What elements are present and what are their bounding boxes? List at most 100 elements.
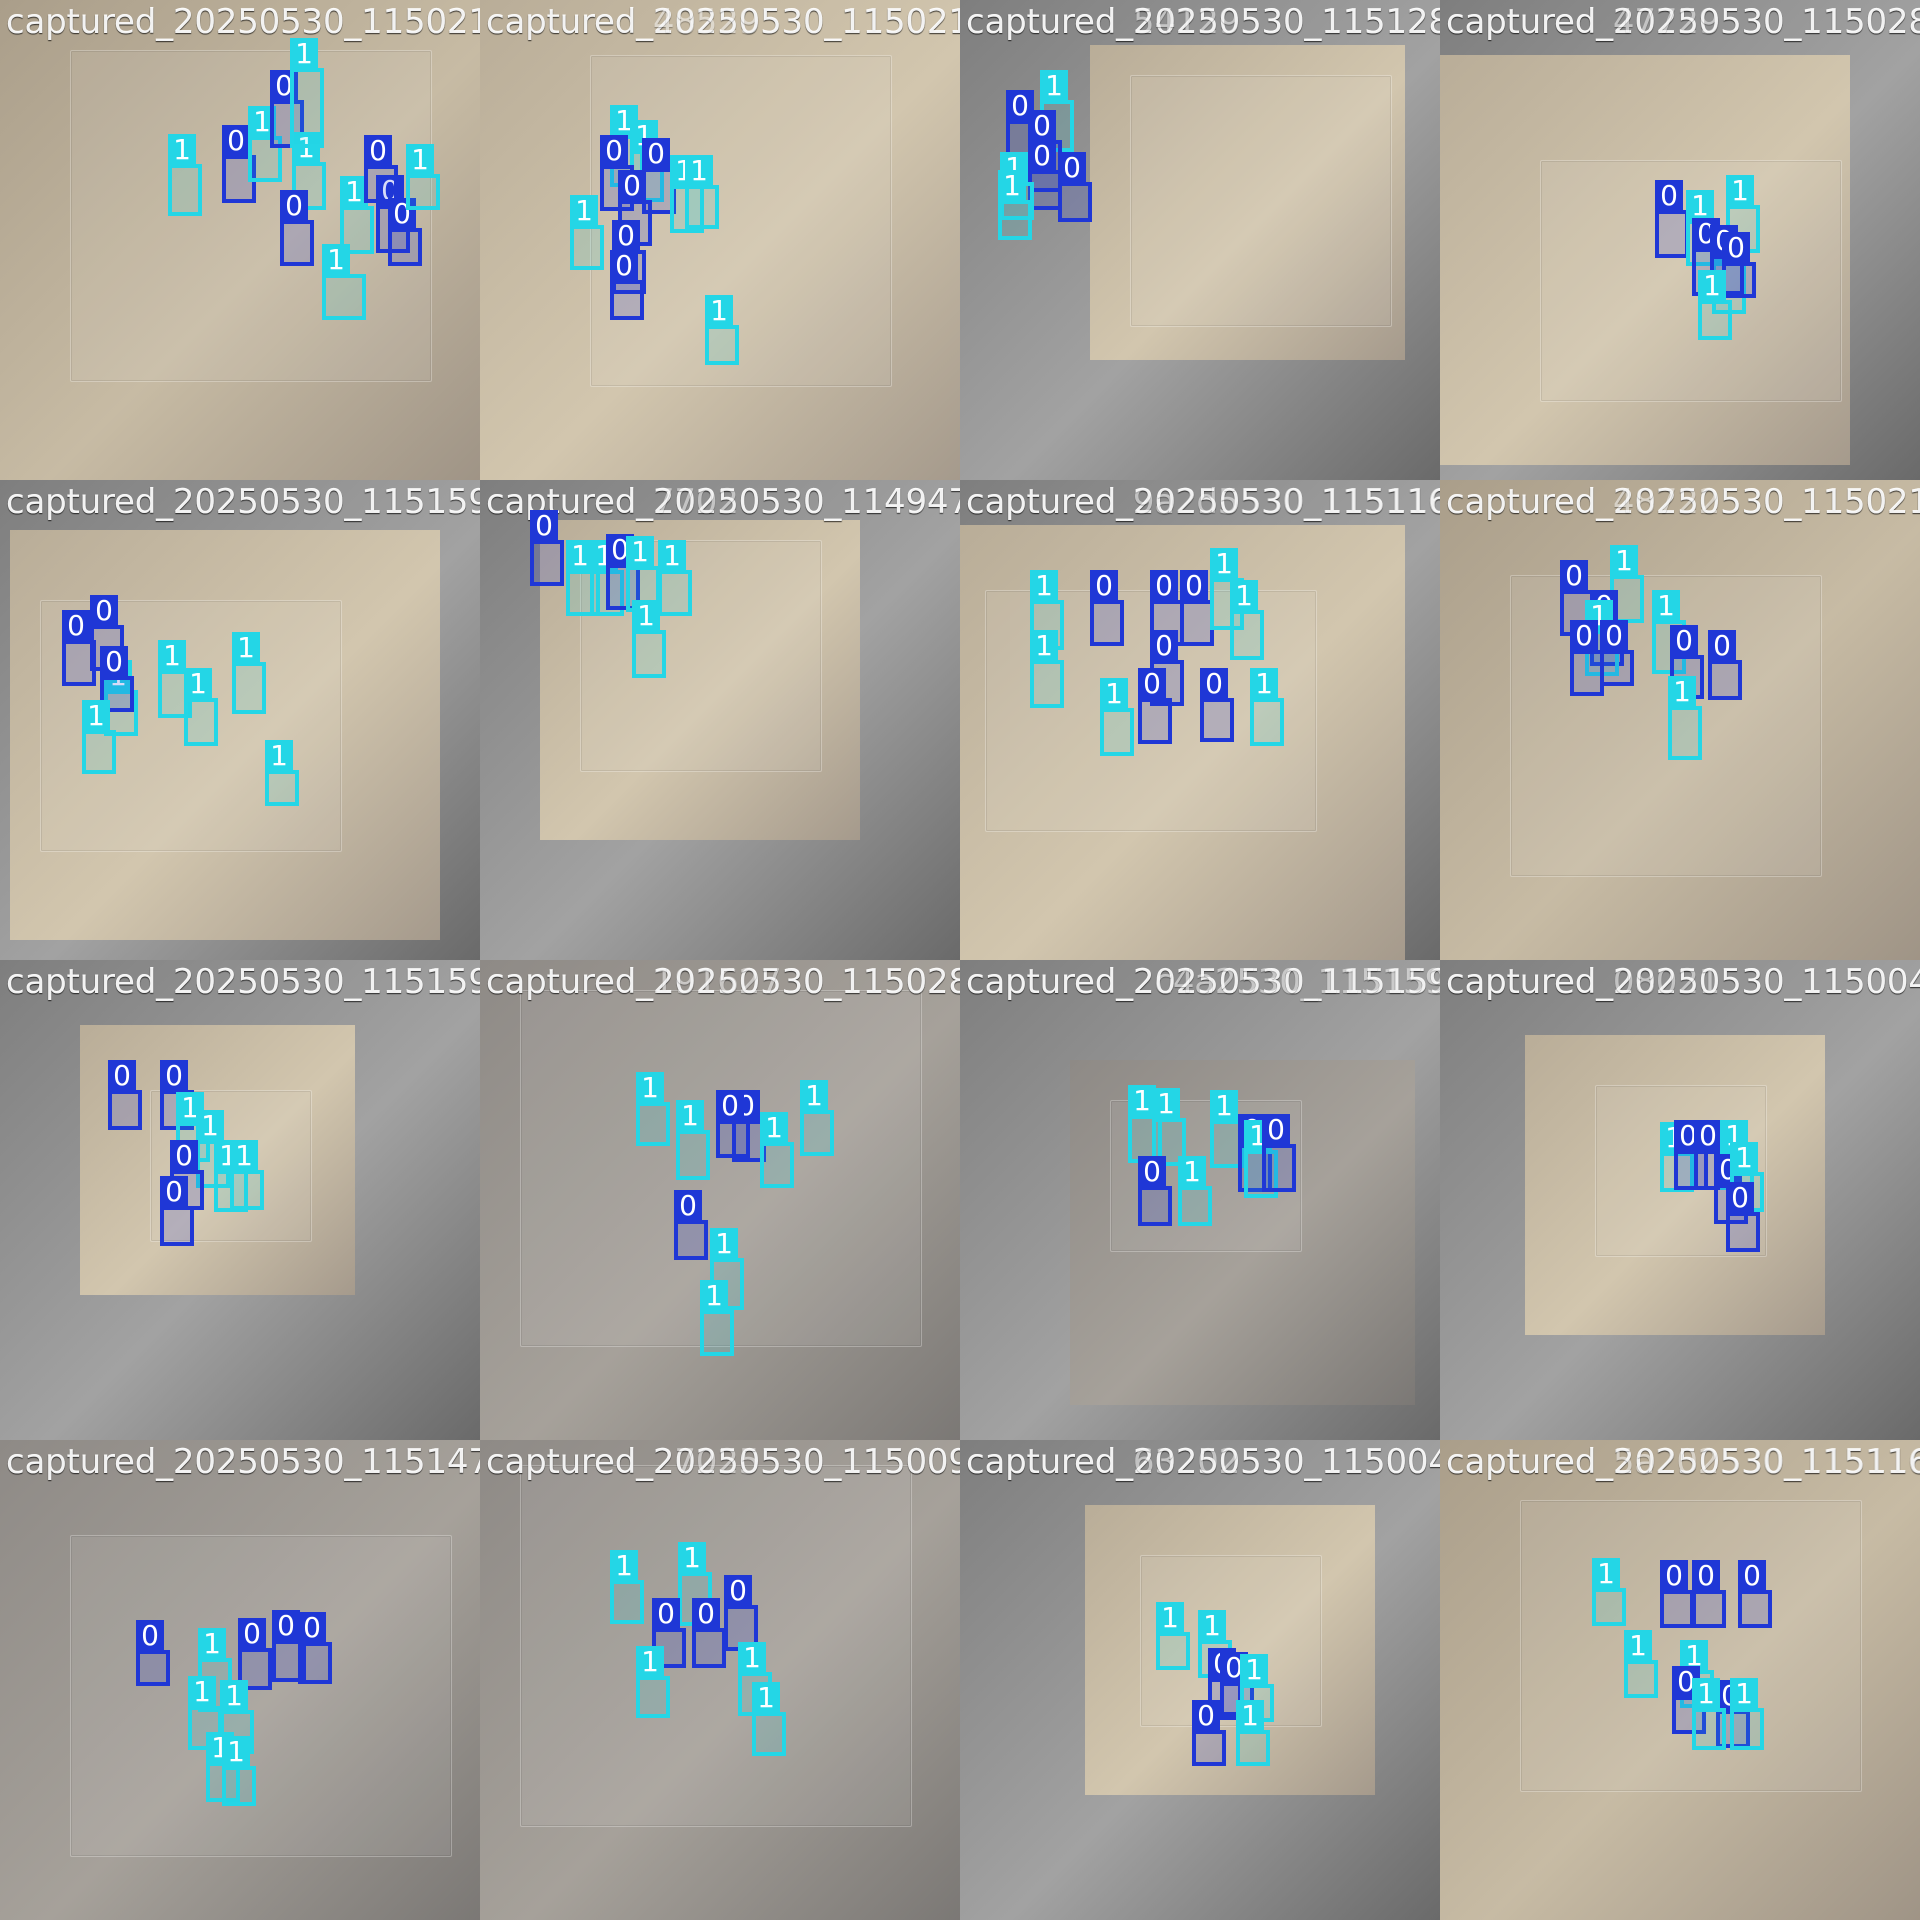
image-tile-4-photo: [1440, 55, 1850, 465]
detection-label: 1: [1610, 545, 1638, 577]
detection-box: 0: [1660, 1560, 1694, 1628]
detection-label: 0: [1150, 570, 1178, 602]
image-tile-2: captured_20250530_115021 captured_485295…: [480, 0, 960, 480]
image-tile-6: captured_20250530_114947 captured_770205…: [480, 480, 960, 960]
image-tile-16: captured_20250530_115116 captured_5a2025…: [1440, 1440, 1920, 1920]
detection-label: 1: [636, 1646, 664, 1678]
detection-box: 1: [1592, 1558, 1626, 1626]
detection-label: 0: [1180, 570, 1208, 602]
detection-label: 1: [230, 1140, 258, 1172]
detection-label: 1: [678, 1542, 706, 1574]
image-tile-8: captured_20250530_115021 captured_487225…: [1440, 480, 1920, 960]
detection-label: 0: [1738, 1560, 1766, 1592]
detection-box: 1: [752, 1682, 786, 1756]
detection-label: 1: [1250, 668, 1278, 700]
detection-box: 0: [136, 1620, 170, 1686]
detection-box: 1: [322, 244, 366, 320]
image-tile-13-container: [70, 1535, 452, 1857]
detection-label: 1: [636, 1072, 664, 1104]
detection-box: 1: [685, 155, 719, 229]
detection-label: 0: [1560, 560, 1588, 592]
detection-label: 1: [1230, 580, 1258, 612]
detection-box: 0: [62, 610, 96, 686]
detection-label: 0: [62, 610, 90, 642]
detection-label: 0: [600, 135, 628, 167]
detection-box: 1: [636, 1646, 670, 1718]
detection-box: 0: [652, 1598, 686, 1668]
detection-box: 0: [1192, 1700, 1226, 1766]
image-tile-3-photo: [1090, 45, 1405, 360]
detection-label: 0: [1028, 110, 1056, 142]
detection-label: 0: [136, 1620, 164, 1652]
detection-box: 1: [184, 668, 218, 746]
detection-label: 0: [1192, 1700, 1220, 1732]
image-tile-1-photo: [0, 0, 480, 480]
detection-box: 1: [232, 632, 266, 714]
detection-label: 0: [280, 190, 308, 222]
detection-label: 1: [1698, 270, 1726, 302]
detection-label: 1: [1236, 1700, 1264, 1732]
detection-label: 1: [1624, 1630, 1652, 1662]
detection-box: 1: [1668, 676, 1702, 760]
detection-label: 0: [388, 198, 416, 230]
detection-box: 1: [82, 700, 116, 774]
detection-label: 1: [710, 1228, 738, 1260]
detection-label: 1: [168, 134, 196, 166]
image-tile-10-photo: [480, 960, 960, 1440]
detection-label: 1: [632, 600, 660, 632]
detection-label: 1: [198, 1628, 226, 1660]
detection-label: 0: [1138, 1156, 1166, 1188]
detection-box: 0: [238, 1618, 272, 1690]
detection-box: 1: [626, 536, 660, 612]
detection-label: 1: [158, 640, 186, 672]
detection-label: 0: [1058, 152, 1086, 184]
detection-box: 0: [1672, 1666, 1706, 1734]
image-tile-11: captured_20250530_115159 captured_2c4a25…: [960, 960, 1440, 1440]
detection-label: 1: [222, 1736, 250, 1768]
detection-box: 1: [1178, 1156, 1212, 1226]
detection-box: 1: [610, 1550, 644, 1624]
detection-label: 1: [705, 295, 733, 327]
detection-label: 1: [1686, 190, 1714, 222]
detection-label: 0: [1694, 1120, 1722, 1152]
detection-label: 0: [692, 1598, 720, 1630]
detection-box: 0: [1722, 232, 1756, 298]
detection-label: 0: [170, 1140, 198, 1172]
detection-box: 1: [705, 295, 739, 365]
detection-box: 0: [692, 1598, 726, 1668]
detection-box: 1: [700, 1280, 734, 1356]
detection-box: 1: [570, 195, 604, 270]
detection-box: 1: [222, 1736, 256, 1806]
detection-label: 1: [1692, 1678, 1720, 1710]
detection-label: 0: [1200, 668, 1228, 700]
detection-box: 1: [636, 1072, 670, 1146]
detection-label: 1: [322, 244, 350, 276]
detection-label: 1: [1652, 590, 1680, 622]
detection-label: 1: [1198, 1610, 1226, 1642]
detection-box: 0: [1138, 668, 1172, 744]
detection-box: 1: [658, 540, 692, 616]
detection-label: 1: [1730, 1678, 1758, 1710]
detection-label: 1: [685, 155, 713, 187]
detection-box: 1: [290, 38, 324, 148]
detection-box: 0: [610, 250, 644, 320]
detection-label: 0: [90, 595, 118, 627]
image-tile-2-container: [590, 55, 892, 387]
detection-label: 0: [1138, 668, 1166, 700]
detection-label: 1: [1030, 570, 1058, 602]
detection-label: 1: [752, 1682, 780, 1714]
image-tile-13: captured_20250530_115147 captured_202505…: [0, 1440, 480, 1920]
detection-label: 1: [800, 1080, 828, 1112]
detection-label: 0: [652, 1598, 680, 1630]
image-tile-5-photo: [10, 530, 440, 940]
detection-box: 0: [388, 198, 422, 266]
detection-label: 1: [176, 1092, 204, 1124]
detection-label: 1: [290, 38, 318, 70]
detection-box: 0: [1692, 1560, 1726, 1628]
detection-box: 1: [1156, 1602, 1190, 1670]
detection-box: 0: [1090, 570, 1124, 646]
detection-label: 0: [1722, 232, 1750, 264]
detection-box: 0: [222, 125, 256, 203]
detection-box: 1: [1692, 1678, 1726, 1750]
detection-box: 1: [188, 1676, 222, 1750]
